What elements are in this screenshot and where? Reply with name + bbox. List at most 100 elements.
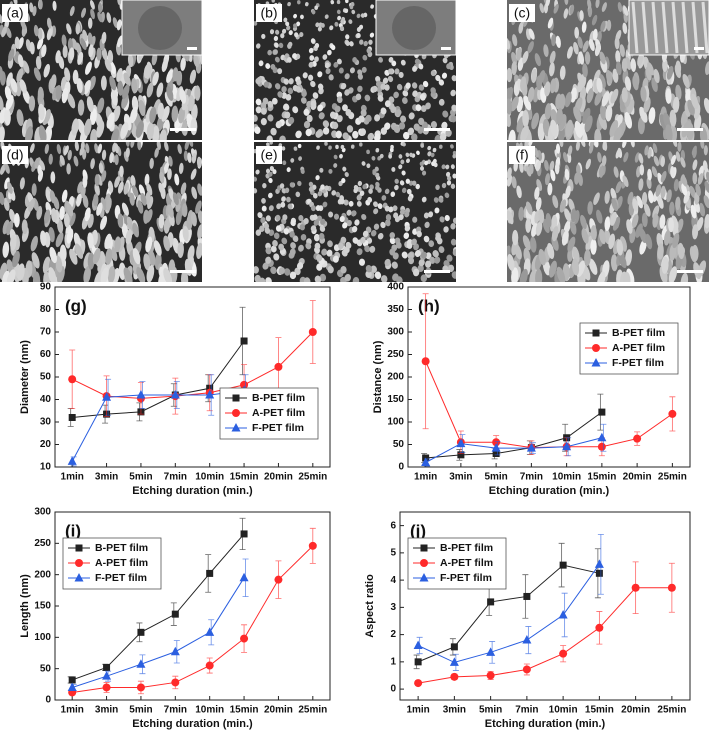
sem-feature [401,170,406,176]
sem-feature [398,122,406,130]
x-tick-label: 20min [264,472,293,483]
sem-feature [433,197,439,203]
sem-feature [402,90,409,97]
sem-feature [544,159,549,172]
sem-feature [350,144,355,149]
sem-feature [663,230,671,246]
sem-feature [668,266,678,282]
sem-feature [385,214,392,221]
sem-feature [344,8,349,14]
sem-feature [402,97,408,104]
sem-feature [441,121,448,130]
sem-feature [333,213,340,220]
data-point [240,530,248,538]
sem-feature [129,192,135,206]
data-point [102,392,112,401]
sem-feature [545,212,552,228]
sem-feature [159,171,165,184]
x-tick-label: 25min [658,472,687,483]
sem-feature [319,225,326,232]
sem-feature [265,277,272,282]
sem-feature [328,74,334,81]
sem-feature [287,43,292,49]
sem-feature [69,47,75,61]
sem-feature [362,54,368,61]
sem-feature [511,61,517,76]
sem-feature [567,236,576,252]
sem-feature [559,142,564,148]
sem-feature [589,142,595,149]
sem-feature [420,143,424,148]
sem-feature [364,94,371,102]
sem-feature [559,199,567,213]
sem-feature [419,94,426,101]
sem-feature [680,272,689,282]
sem-feature [36,37,44,50]
sem-feature [373,201,379,208]
y-tick-label: 50 [40,663,52,674]
sem-feature [161,58,168,73]
sem-feature [146,183,153,196]
y-tick-label: 50 [393,439,405,450]
sem-image: (d) [0,142,202,282]
sem-feature [398,164,403,170]
series-line [418,587,672,684]
sem-feature [381,195,387,201]
sem-feature [282,160,287,166]
data-point [136,659,146,668]
sem-feature [33,24,39,37]
sem-feature [621,58,628,72]
sem-feature [96,120,105,138]
sem-feature [434,256,441,264]
sem-feature [361,213,367,221]
sem-feature [391,60,397,67]
sem-feature [534,53,541,67]
sem-feature [63,213,70,228]
sem-feature [295,191,301,198]
sem-feature [194,85,201,101]
data-point [668,409,677,418]
sem-feature [285,93,292,101]
sem-feature [507,86,514,102]
sem-feature [287,203,293,210]
sem-feature [278,42,284,49]
sem-feature [563,8,569,19]
sem-feature [345,108,352,117]
sem-feature [657,243,664,260]
sem-feature [342,104,348,112]
sem-feature [315,22,320,28]
sem-feature [695,183,701,197]
sem-feature [42,256,51,274]
sem-feature [395,109,402,117]
x-tick-label: 25min [298,705,327,716]
data-point [171,610,179,618]
sem-feature [614,36,620,50]
sem-feature [289,182,295,188]
panel-label: (h) [418,296,440,315]
sem-feature [58,55,65,70]
sem-feature [548,260,557,278]
sem-feature [292,235,299,242]
sem-feature [114,143,119,154]
sem-feature [284,268,291,276]
sem-feature [588,258,598,275]
sem-feature [412,268,420,277]
data-point [308,541,317,550]
sem-feature [292,106,299,114]
sem-feature [574,120,583,138]
sem-feature [445,129,452,137]
sem-feature [576,164,581,176]
sem-feature [445,171,451,177]
sem-feature [352,57,358,63]
sem-feature [413,123,420,131]
sem-feature [274,83,281,90]
sem-feature [403,232,410,240]
sem-feature [570,87,577,103]
sem-feature [161,105,170,122]
sem-feature [626,99,635,115]
sem-feature [265,247,272,255]
sem-feature [443,226,449,233]
sem-feature [612,68,619,83]
sem-feature [370,265,377,273]
sem-feature [273,35,279,42]
